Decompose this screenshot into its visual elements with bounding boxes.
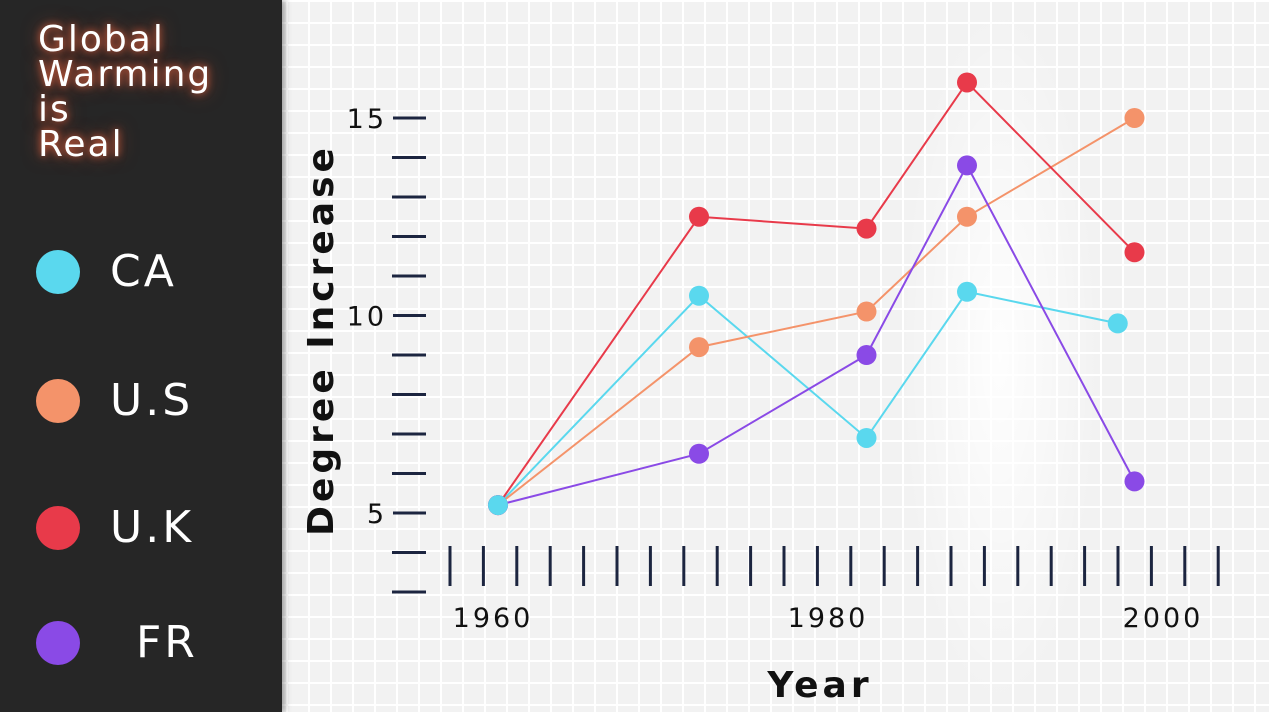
x-tick-label: 1960 [453, 603, 534, 634]
y-tick-label: 5 [367, 499, 387, 530]
legend-marker-us [36, 379, 80, 423]
data-point-uk [1124, 242, 1145, 263]
data-point-ca [1107, 313, 1128, 334]
data-point-uk [957, 72, 977, 93]
data-point-fr [856, 345, 877, 365]
legend-label-us: U.S [110, 375, 194, 426]
data-point-uk [689, 206, 709, 227]
x-axis: 1960 1980 2000 [448, 546, 1220, 634]
x-axis-title: Year [766, 665, 872, 706]
y-tick-label: 15 [347, 104, 387, 135]
series-line-us [497, 117, 1136, 506]
data-point-uk [856, 218, 877, 239]
legend-sidebar: Global Warming is Real CA U.S U.K FR [0, 0, 282, 712]
data-point-ca [689, 285, 709, 306]
legend-marker-ca [36, 250, 80, 294]
series-lines [497, 80, 1136, 507]
y-tick-label: 10 [347, 302, 387, 333]
y-axis-title: Degree Increase [301, 144, 342, 536]
data-point-fr [1124, 471, 1145, 492]
legend-marker-uk [36, 506, 80, 550]
series-line-uk [497, 80, 1136, 506]
data-point-ca [957, 281, 977, 302]
series-line-fr [497, 163, 1136, 507]
legend-label-fr: FR [136, 617, 198, 668]
data-point-us [856, 301, 877, 322]
data-point-us [1124, 108, 1145, 128]
data-point-fr [957, 155, 977, 176]
data-point-us [957, 206, 977, 227]
data-point-ca [488, 495, 508, 516]
y-axis: 5 10 15 [347, 104, 426, 594]
data-point-us [689, 337, 709, 358]
legend-label-uk: U.K [110, 502, 195, 553]
x-tick-label: 1980 [788, 603, 869, 634]
legend-marker-fr [36, 621, 80, 665]
data-point-fr [689, 443, 709, 464]
x-tick-label: 2000 [1123, 603, 1204, 634]
data-point-ca [856, 427, 877, 448]
legend-label-ca: CA [110, 246, 177, 297]
series-points [488, 72, 1145, 516]
chart-title: Global Warming is Real [38, 19, 213, 165]
